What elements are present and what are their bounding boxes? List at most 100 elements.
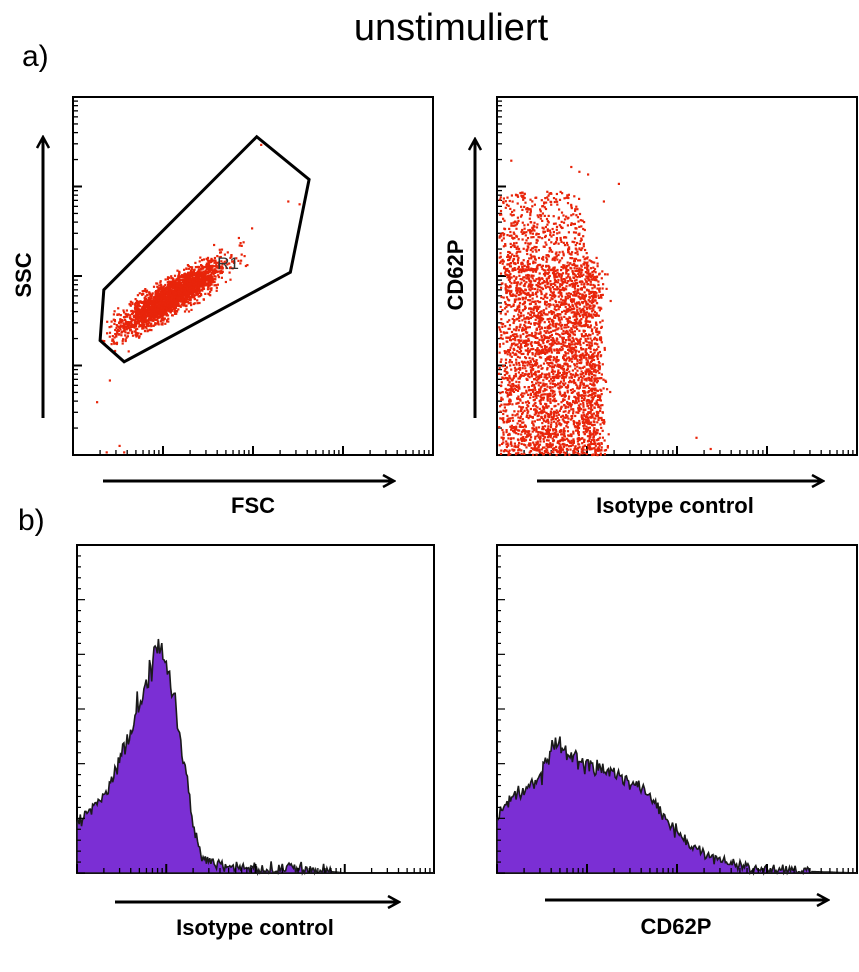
event-dot <box>583 441 585 443</box>
event-dot <box>229 279 231 281</box>
event-dot <box>513 391 515 393</box>
event-dot <box>508 433 510 435</box>
event-dot <box>501 326 503 328</box>
event-dot <box>110 325 112 327</box>
event-dot <box>521 453 523 455</box>
event-dot <box>113 313 115 315</box>
event-dot <box>591 396 593 398</box>
event-dot <box>571 440 573 442</box>
event-dot <box>531 332 533 334</box>
event-dot <box>559 440 561 442</box>
event-dot <box>588 387 590 389</box>
event-dot <box>240 242 242 244</box>
event-dot <box>578 351 580 353</box>
event-dot <box>200 268 202 270</box>
event-dot <box>187 296 189 298</box>
event-dot <box>530 281 532 283</box>
event-dot <box>134 308 136 310</box>
event-dot <box>522 418 524 420</box>
event-dot <box>562 345 564 347</box>
event-dot <box>606 388 608 390</box>
event-dot <box>569 329 571 331</box>
event-dot <box>152 302 154 304</box>
event-dot <box>598 362 600 364</box>
event-dot <box>166 308 168 310</box>
event-dot <box>563 326 565 328</box>
event-dot <box>570 418 572 420</box>
event-dot <box>116 343 118 345</box>
event-dot <box>552 373 554 375</box>
event-dot <box>188 279 190 281</box>
event-dot <box>505 306 507 308</box>
event-dot <box>114 310 116 312</box>
event-dot <box>515 287 517 289</box>
event-dot <box>141 328 143 330</box>
event-dot <box>523 453 525 455</box>
event-dot <box>539 301 541 303</box>
event-dot <box>521 408 523 410</box>
event-dot <box>536 411 538 413</box>
event-dot <box>149 316 151 318</box>
event-dot <box>113 323 115 325</box>
event-dot <box>141 306 143 308</box>
event-dot <box>554 314 556 316</box>
event-dot <box>530 408 532 410</box>
event-dot <box>576 385 578 387</box>
event-dot <box>134 315 136 317</box>
event-dot <box>559 336 561 338</box>
event-dot <box>503 332 505 334</box>
event-dot <box>549 453 551 455</box>
event-dot <box>150 297 152 299</box>
event-dot <box>600 453 602 455</box>
event-dot <box>188 310 190 312</box>
event-dot <box>146 290 148 292</box>
event-dot <box>555 422 557 424</box>
event-dot <box>517 356 519 358</box>
event-dot <box>123 316 125 318</box>
event-dot <box>523 392 525 394</box>
event-dot <box>501 381 503 383</box>
event-dot <box>591 307 593 309</box>
event-dot <box>556 286 558 288</box>
event-dot <box>533 312 535 314</box>
event-dot <box>549 343 551 345</box>
event-dot <box>167 298 169 300</box>
event-dot <box>556 288 558 290</box>
event-dot <box>500 450 502 452</box>
event-dot <box>559 391 561 393</box>
event-dot <box>573 450 575 452</box>
event-dot <box>588 379 590 381</box>
event-dot <box>216 287 218 289</box>
event-dot <box>161 310 163 312</box>
event-dot <box>299 203 301 205</box>
event-dot <box>523 280 525 282</box>
event-dot <box>520 410 522 412</box>
event-dot <box>193 281 195 283</box>
event-dot <box>153 312 155 314</box>
event-dot <box>124 319 126 321</box>
event-dot <box>150 329 152 331</box>
event-dot <box>534 420 536 422</box>
event-dot <box>170 277 172 279</box>
event-dot <box>206 283 208 285</box>
event-dot <box>561 328 563 330</box>
event-dot <box>591 287 593 289</box>
event-dot <box>500 322 502 324</box>
event-dot <box>599 273 601 275</box>
event-dot <box>605 381 607 383</box>
event-dot <box>601 373 603 375</box>
event-dot <box>567 326 569 328</box>
event-dot <box>537 300 539 302</box>
event-dot <box>558 316 560 318</box>
event-dot <box>599 397 601 399</box>
event-dot <box>553 338 555 340</box>
event-dot <box>183 273 185 275</box>
event-dot <box>142 290 144 292</box>
event-dot <box>593 421 595 423</box>
event-dot <box>152 306 154 308</box>
event-dot <box>502 431 504 433</box>
event-dot <box>200 284 202 286</box>
event-dot <box>509 364 511 366</box>
event-dot <box>139 300 141 302</box>
